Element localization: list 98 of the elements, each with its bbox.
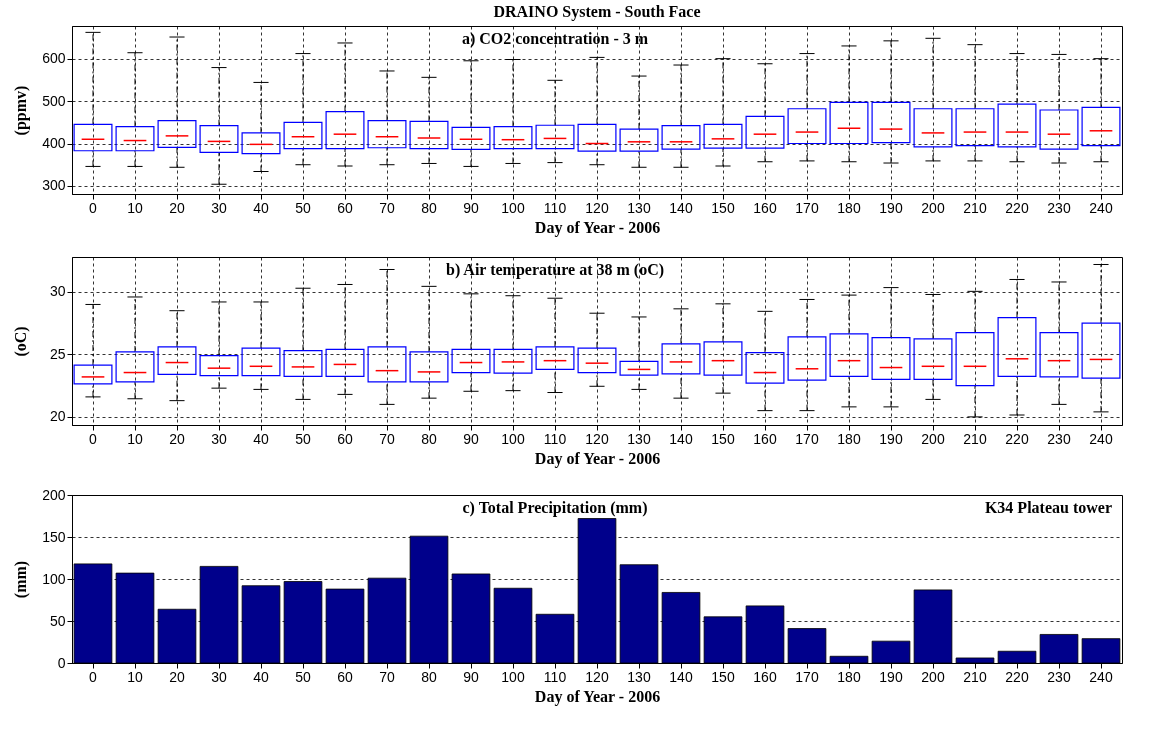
x-tick-label: 230 — [1047, 199, 1071, 216]
x-tick-label: 130 — [627, 199, 651, 216]
x-tick-label: 10 — [127, 668, 143, 685]
y-tick-label: 50 — [49, 612, 66, 629]
x-tick-label: 80 — [421, 430, 437, 447]
x-tick-label: 240 — [1089, 668, 1113, 685]
x-tick-label: 220 — [1005, 668, 1029, 685]
x-tick-label: 10 — [127, 430, 143, 447]
x-tick-label: 30 — [211, 668, 227, 685]
x-tick-label: 100 — [501, 668, 525, 685]
x-tick-label: 190 — [879, 199, 903, 216]
x-tick-label: 50 — [295, 668, 311, 685]
x-tick-label: 210 — [963, 199, 987, 216]
x-tick-label: 80 — [421, 668, 437, 685]
annotation: K34 Plateau tower — [984, 499, 1112, 516]
x-tick-label: 0 — [89, 668, 98, 685]
y-axis-title: (mm) — [11, 560, 30, 599]
x-tick-label: 90 — [463, 668, 479, 685]
x-tick-label: 40 — [253, 199, 269, 216]
x-tick-label: 200 — [921, 199, 945, 216]
x-tick-label: 30 — [211, 199, 227, 216]
x-tick-label: 0 — [89, 199, 98, 216]
x-tick-label: 110 — [543, 668, 567, 685]
x-tick-label: 20 — [169, 430, 185, 447]
x-tick-label: 190 — [879, 668, 903, 685]
chart-title: c) Total Precipitation (mm) — [462, 499, 648, 517]
x-tick-label: 150 — [711, 668, 735, 685]
x-tick-label: 210 — [963, 430, 987, 447]
x-tick-label: 200 — [921, 668, 945, 685]
y-tick-label: 25 — [49, 345, 66, 362]
x-tick-label: 0 — [89, 430, 98, 447]
x-tick-label: 220 — [1005, 430, 1029, 447]
y-tick-label: 20 — [49, 408, 66, 425]
x-tick-label: 200 — [921, 430, 945, 447]
x-tick-label: 190 — [879, 430, 903, 447]
x-tick-label: 110 — [543, 199, 567, 216]
x-tick-label: 100 — [501, 199, 525, 216]
x-tick-label: 140 — [669, 668, 693, 685]
x-tick-label: 50 — [295, 430, 311, 447]
y-tick-label: 150 — [42, 528, 66, 545]
x-tick-label: 230 — [1047, 668, 1071, 685]
x-tick-label: 220 — [1005, 199, 1029, 216]
x-tick-label: 100 — [501, 430, 525, 447]
x-tick-label: 40 — [253, 668, 269, 685]
x-tick-label: 60 — [337, 199, 353, 216]
x-tick-label: 40 — [253, 430, 269, 447]
x-tick-label: 160 — [753, 199, 777, 216]
x-tick-label: 150 — [711, 199, 735, 216]
y-axis-title: (oC) — [11, 326, 30, 357]
x-tick-label: 240 — [1089, 430, 1113, 447]
y-tick-label: 200 — [42, 486, 66, 503]
y-axis-title: (ppmv) — [11, 85, 30, 136]
y-tick-label: 0 — [57, 654, 66, 671]
x-tick-label: 120 — [585, 668, 609, 685]
x-tick-label: 20 — [169, 199, 185, 216]
x-tick-label: 130 — [627, 430, 651, 447]
x-tick-label: 170 — [795, 668, 819, 685]
x-tick-label: 90 — [463, 199, 479, 216]
x-tick-label: 70 — [379, 430, 395, 447]
y-tick-label: 30 — [49, 283, 66, 300]
y-tick-label: 300 — [42, 177, 66, 194]
x-axis-title: Day of Year - 2006 — [534, 687, 661, 706]
x-tick-label: 180 — [837, 199, 861, 216]
x-axis-title: Day of Year - 2006 — [534, 449, 661, 468]
x-tick-label: 160 — [753, 430, 777, 447]
x-tick-label: 130 — [627, 668, 651, 685]
x-tick-label: 120 — [585, 430, 609, 447]
x-tick-label: 180 — [837, 430, 861, 447]
x-tick-label: 50 — [295, 199, 311, 216]
x-tick-label: 150 — [711, 430, 735, 447]
x-tick-label: 90 — [463, 430, 479, 447]
x-tick-label: 170 — [795, 199, 819, 216]
chart-subtitle: a) CO2 concentration - 3 m — [461, 30, 649, 48]
x-tick-label: 110 — [543, 430, 567, 447]
y-tick-label: 100 — [42, 570, 66, 587]
x-tick-label: 10 — [127, 199, 143, 216]
x-tick-label: 60 — [337, 668, 353, 685]
x-tick-label: 210 — [963, 668, 987, 685]
x-tick-label: 70 — [379, 668, 395, 685]
x-tick-label: 160 — [753, 668, 777, 685]
y-tick-label: 500 — [42, 92, 66, 109]
x-tick-label: 80 — [421, 199, 437, 216]
x-tick-label: 30 — [211, 430, 227, 447]
x-tick-label: 140 — [669, 430, 693, 447]
x-tick-label: 180 — [837, 668, 861, 685]
x-tick-label: 240 — [1089, 199, 1113, 216]
y-tick-label: 600 — [42, 50, 66, 67]
x-tick-label: 170 — [795, 430, 819, 447]
x-tick-label: 120 — [585, 199, 609, 216]
chart-title: b) Air temperature at 38 m (oC) — [445, 261, 665, 279]
x-tick-label: 20 — [169, 668, 185, 685]
x-tick-label: 140 — [669, 199, 693, 216]
chart-title: DRAINO System - South Face — [493, 3, 701, 21]
x-tick-label: 230 — [1047, 430, 1071, 447]
x-axis-title: Day of Year - 2006 — [534, 218, 661, 237]
x-tick-label: 60 — [337, 430, 353, 447]
y-tick-label: 400 — [42, 135, 66, 152]
x-tick-label: 70 — [379, 199, 395, 216]
